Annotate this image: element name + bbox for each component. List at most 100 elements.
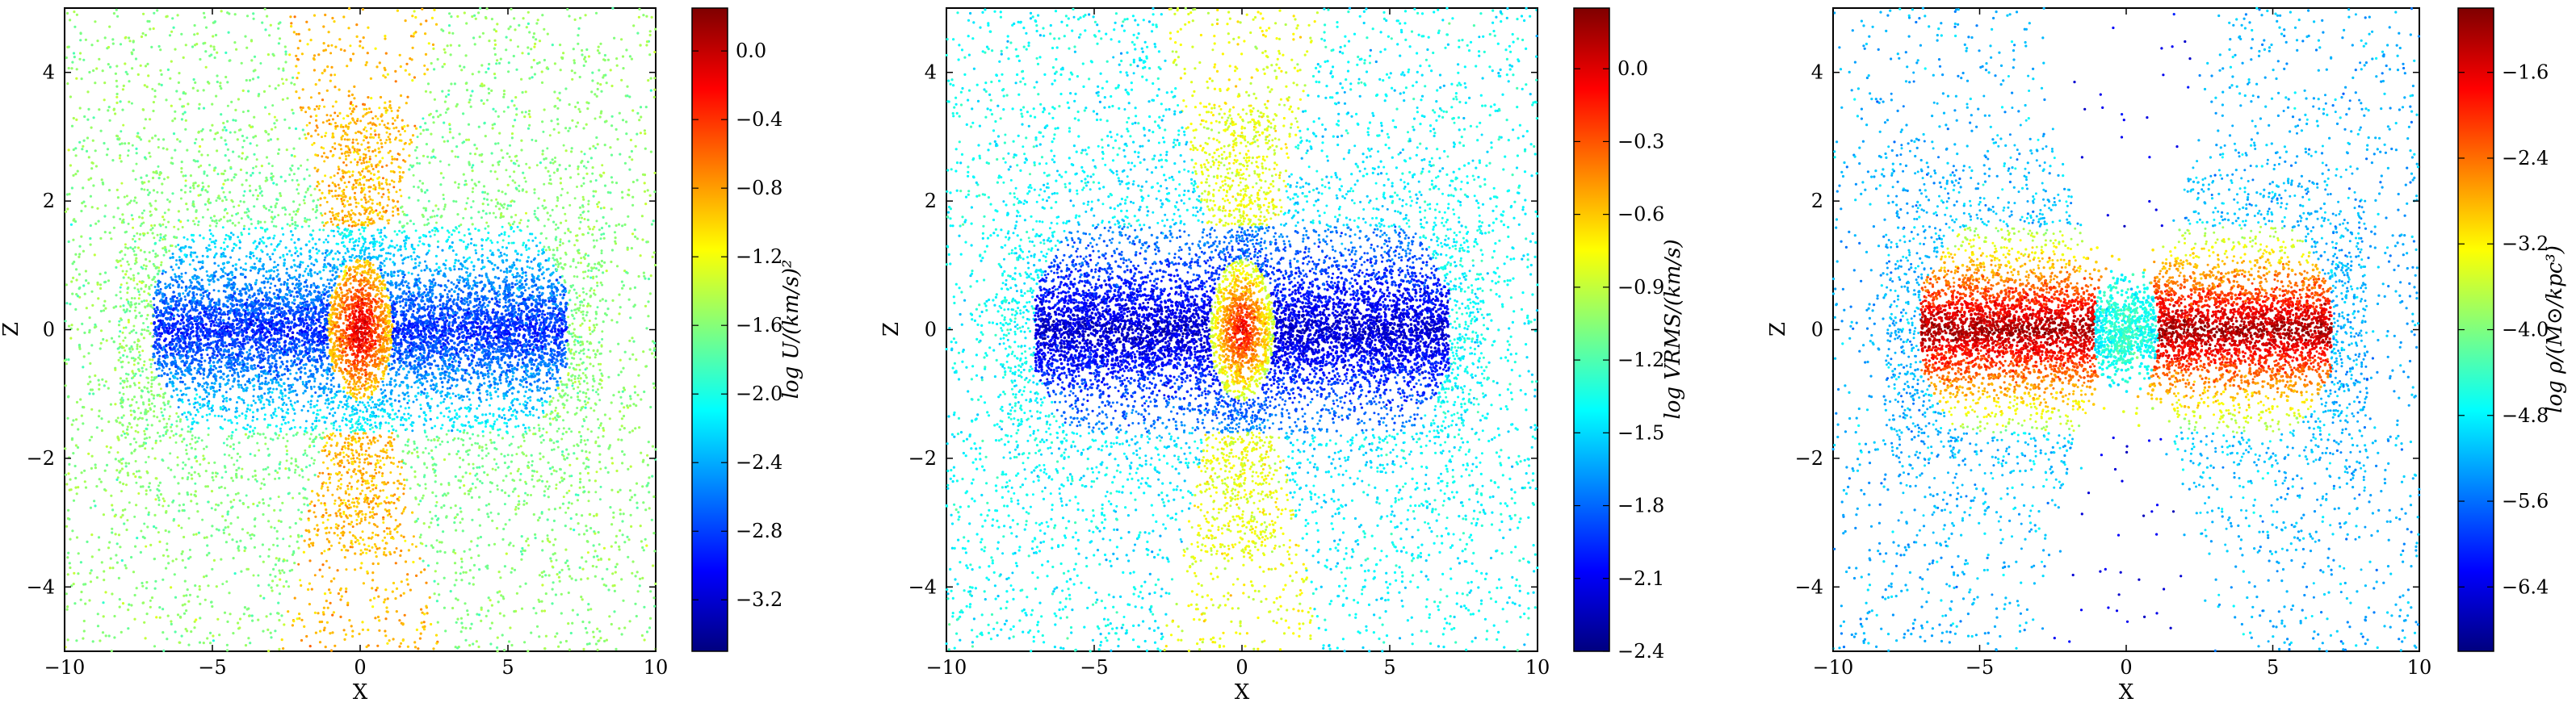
scatter-point: [314, 119, 318, 122]
scatter-point: [67, 148, 70, 152]
scatter-point: [459, 510, 463, 513]
scatter-point: [152, 101, 155, 104]
scatter-point: [191, 45, 195, 48]
scatter-point: [316, 524, 319, 527]
scatter-point: [582, 647, 585, 651]
scatter-point: [464, 571, 468, 574]
scatter-point: [412, 535, 415, 538]
scatter-point: [224, 128, 228, 132]
scatter-point: [220, 172, 224, 175]
scatter-point: [482, 377, 485, 380]
scatter-point: [237, 466, 241, 470]
scatter-point: [583, 399, 587, 403]
scatter-point: [551, 368, 554, 371]
scatter-point: [640, 398, 643, 401]
scatter-point: [292, 200, 296, 203]
scatter-point: [79, 398, 82, 401]
scatter-point: [491, 519, 494, 522]
scatter-point: [300, 638, 304, 642]
scatter-point: [270, 172, 273, 175]
scatter-point: [261, 21, 264, 24]
scatter-point: [578, 566, 581, 570]
scatter-point: [304, 195, 307, 199]
scatter-point: [471, 90, 474, 93]
scatter-point: [245, 608, 249, 611]
scatter-point: [556, 123, 560, 126]
scatter-point: [469, 242, 472, 245]
scatter-point: [365, 178, 368, 182]
scatter-point: [145, 299, 149, 303]
scatter-point: [224, 237, 227, 240]
scatter-point: [571, 609, 575, 612]
scatter-point: [293, 83, 296, 86]
scatter-point: [132, 169, 135, 173]
scatter-point: [399, 383, 402, 387]
scatter-point: [104, 307, 107, 310]
scatter-point: [641, 485, 644, 488]
scatter-point: [338, 157, 342, 160]
scatter-point: [241, 89, 245, 92]
scatter-point: [346, 444, 350, 448]
scatter-point: [506, 204, 510, 207]
scatter-point: [617, 391, 621, 394]
scatter-point: [291, 164, 294, 167]
scatter-point: [573, 59, 576, 62]
scatter-point: [78, 347, 82, 350]
scatter-point: [471, 73, 474, 76]
scatter-point: [468, 569, 472, 572]
scatter-point: [615, 647, 618, 651]
scatter-point: [542, 455, 545, 458]
scatter-point: [495, 62, 498, 65]
scatter-point: [143, 250, 146, 253]
scatter-point: [497, 571, 501, 574]
scatter-point: [601, 164, 604, 167]
scatter-point: [549, 214, 552, 217]
scatter-point: [207, 584, 210, 588]
scatter-point: [436, 240, 440, 243]
scatter-point: [74, 147, 78, 150]
scatter-point: [423, 387, 426, 391]
scatter-point: [463, 484, 466, 487]
scatter-point: [583, 56, 587, 59]
scatter-point: [222, 215, 226, 219]
scatter-point: [180, 32, 183, 36]
scatter-point: [532, 607, 535, 610]
scatter-point: [90, 555, 94, 558]
scatter-point: [84, 270, 87, 273]
scatter-point: [347, 90, 350, 93]
scatter-point: [293, 426, 296, 429]
scatter-point: [643, 638, 646, 642]
scatter-point: [623, 350, 627, 353]
scatter-point: [596, 87, 599, 91]
scatter-point: [514, 96, 518, 99]
scatter-point: [233, 13, 237, 16]
scatter-point: [108, 567, 111, 570]
scatter-point: [98, 548, 101, 551]
scatter-point: [174, 596, 178, 599]
scatter-point: [493, 170, 497, 174]
scatter-point: [228, 454, 231, 457]
scatter-point: [198, 150, 201, 153]
scatter-point: [339, 598, 342, 601]
scatter-point: [150, 596, 154, 600]
scatter-point: [339, 434, 342, 437]
scatter-point: [370, 97, 373, 100]
scatter-point: [439, 401, 443, 404]
scatter-point: [568, 240, 571, 243]
scatter-point: [651, 475, 654, 478]
scatter-point: [642, 549, 645, 552]
scatter-point: [560, 592, 563, 596]
scatter-point: [320, 552, 324, 555]
scatter-point: [634, 427, 637, 430]
scatter-point: [127, 263, 130, 266]
scatter-point: [432, 383, 435, 387]
scatter-point: [557, 575, 561, 579]
scatter-point: [376, 615, 380, 619]
scatter-point: [542, 248, 545, 251]
scatter-point: [497, 115, 500, 118]
scatter-point: [615, 320, 619, 324]
scatter-point: [503, 278, 506, 281]
scatter-point: [229, 59, 232, 62]
scatter-point: [208, 54, 212, 57]
scatter-point: [82, 58, 86, 61]
